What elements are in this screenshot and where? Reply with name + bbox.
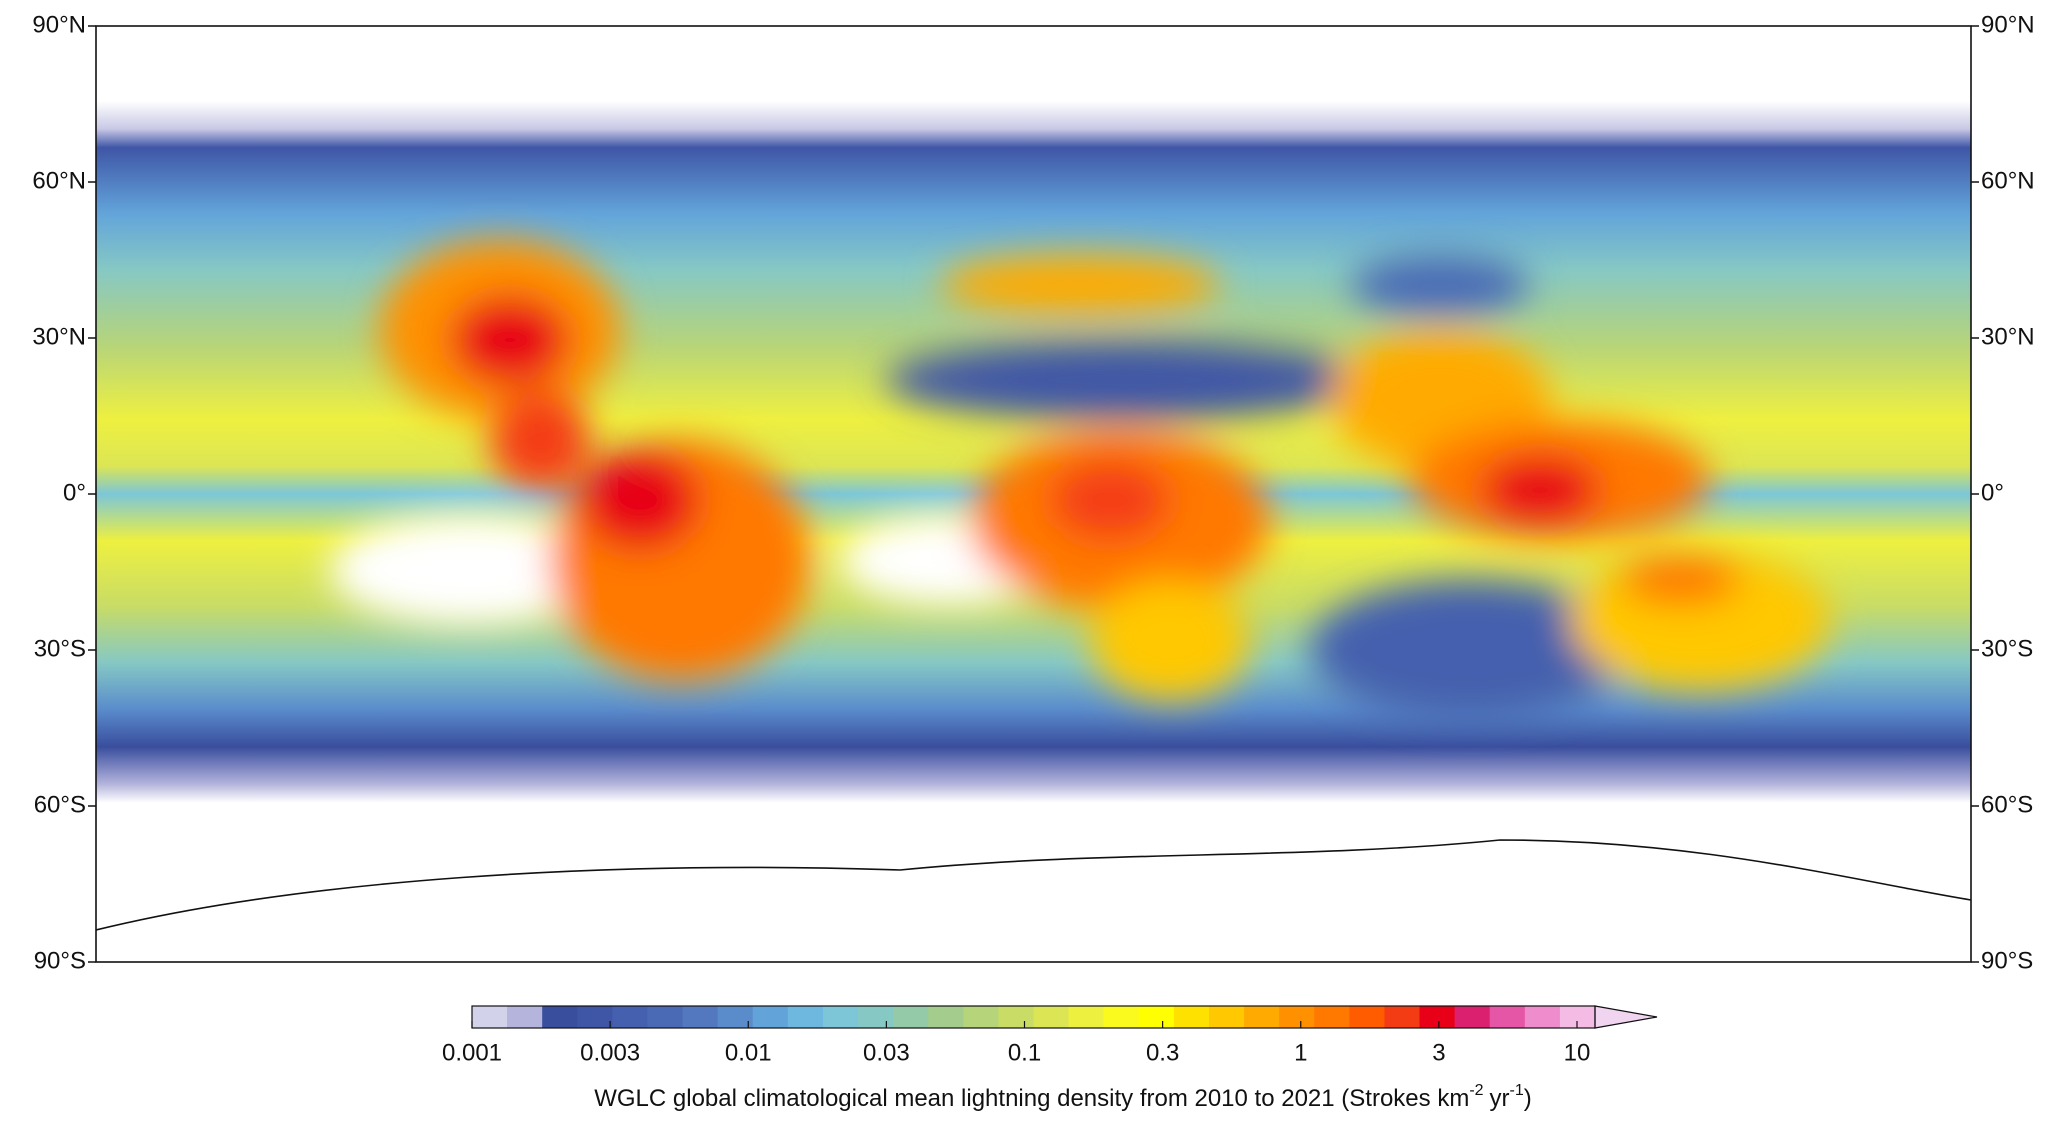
colorbar-swatch: [998, 1006, 1034, 1028]
colorbar-tick-label: 0.03: [863, 1039, 910, 1066]
colorbar-swatch: [1419, 1006, 1456, 1028]
colorbar-swatch: [893, 1006, 929, 1028]
antarctica-coast: [96, 839, 1971, 931]
latitude-label: 30°N: [32, 323, 86, 350]
latitude-label: 60°N: [32, 167, 86, 194]
latitude-label: 30°N: [1981, 323, 2035, 350]
colorbar-swatch: [1033, 1006, 1070, 1028]
density-field: [330, 240, 1830, 720]
latitude-label: 0°: [63, 479, 86, 506]
latitude-label: 90°S: [1981, 947, 2033, 974]
colorbar-swatch: [612, 1006, 648, 1028]
latitude-label: 60°S: [34, 791, 86, 818]
colorbar-swatch: [1208, 1006, 1245, 1028]
colorbar-swatch: [1138, 1006, 1175, 1028]
colorbar-swatch: [1489, 1006, 1526, 1028]
latitude-label: 30°S: [1981, 635, 2033, 662]
colorbar-swatch: [472, 1006, 508, 1028]
colorbar: 0.001 0.003 0.01 0.03 0.1 0.3 1 3 10: [442, 1005, 1658, 1066]
colorbar-swatch: [1454, 1006, 1491, 1028]
colorbar-swatch: [1103, 1006, 1140, 1028]
latitude-label: 90°N: [1981, 11, 2035, 38]
colorbar-swatch: [717, 1006, 754, 1028]
colorbar-tick-label: 1: [1294, 1039, 1307, 1066]
caption: WGLC global climatological mean lightnin…: [594, 1082, 1532, 1112]
colorbar-swatch: [1173, 1006, 1210, 1028]
colorbar-swatch: [682, 1006, 719, 1028]
colorbar-tick-label: 0.1: [1008, 1039, 1041, 1066]
colorbar-swatch: [858, 1006, 894, 1028]
colorbar-swatch: [1349, 1006, 1385, 1028]
latitude-label: 60°S: [1981, 791, 2033, 818]
colorbar-swatch: [1384, 1006, 1421, 1028]
colorbar-swatch: [1244, 1006, 1280, 1028]
lightning-map: [96, 26, 1971, 962]
colorbar-tick-label: 3: [1432, 1039, 1445, 1066]
caption-exponent: -1: [1510, 1082, 1524, 1099]
colorbar-tick-label: 10: [1564, 1039, 1591, 1066]
colorbar-swatch: [1068, 1006, 1105, 1028]
colorbar-swatch: [577, 1006, 613, 1028]
latitude-label: 90°S: [34, 947, 86, 974]
latitude-label: 90°N: [32, 11, 86, 38]
colorbar-swatch: [542, 1006, 578, 1028]
colorbar-tick-label: 0.01: [725, 1039, 772, 1066]
latitude-labels: 90°N 90°N 60°N 60°N 30°N 30°N 0° 0° 30°S 30°S 60°S…: [32, 11, 2034, 974]
colorbar-swatch: [928, 1006, 964, 1028]
caption-main: WGLC global climatological mean lightnin…: [594, 1085, 1469, 1112]
colorbar-swatch: [1279, 1006, 1315, 1028]
colorbar-tick-label: 0.003: [580, 1039, 640, 1066]
colorbar-swatch: [752, 1006, 789, 1028]
caption-unit: yr: [1490, 1085, 1510, 1112]
latitude-label: 0°: [1981, 479, 2004, 506]
colorbar-swatch: [1559, 1006, 1596, 1028]
colorbar-swatch: [1314, 1006, 1350, 1028]
colorbar-arrow: [1594, 1005, 1658, 1029]
latitude-label: 60°N: [1981, 167, 2035, 194]
latitude-label: 30°S: [34, 635, 86, 662]
colorbar-swatch: [787, 1006, 824, 1028]
colorbar-swatch: [822, 1006, 859, 1028]
colorbar-swatch: [507, 1006, 543, 1028]
colorbar-tick-label: 0.001: [442, 1039, 502, 1066]
caption-close: ): [1524, 1085, 1532, 1112]
colorbar-frame: [471, 1005, 1596, 1029]
colorbar-swatch: [1524, 1006, 1561, 1028]
colorbar-swatch: [647, 1006, 684, 1028]
caption-exponent: -2: [1469, 1082, 1483, 1099]
colorbar-swatch: [963, 1006, 999, 1028]
colorbar-tick-label: 0.3: [1146, 1039, 1179, 1066]
